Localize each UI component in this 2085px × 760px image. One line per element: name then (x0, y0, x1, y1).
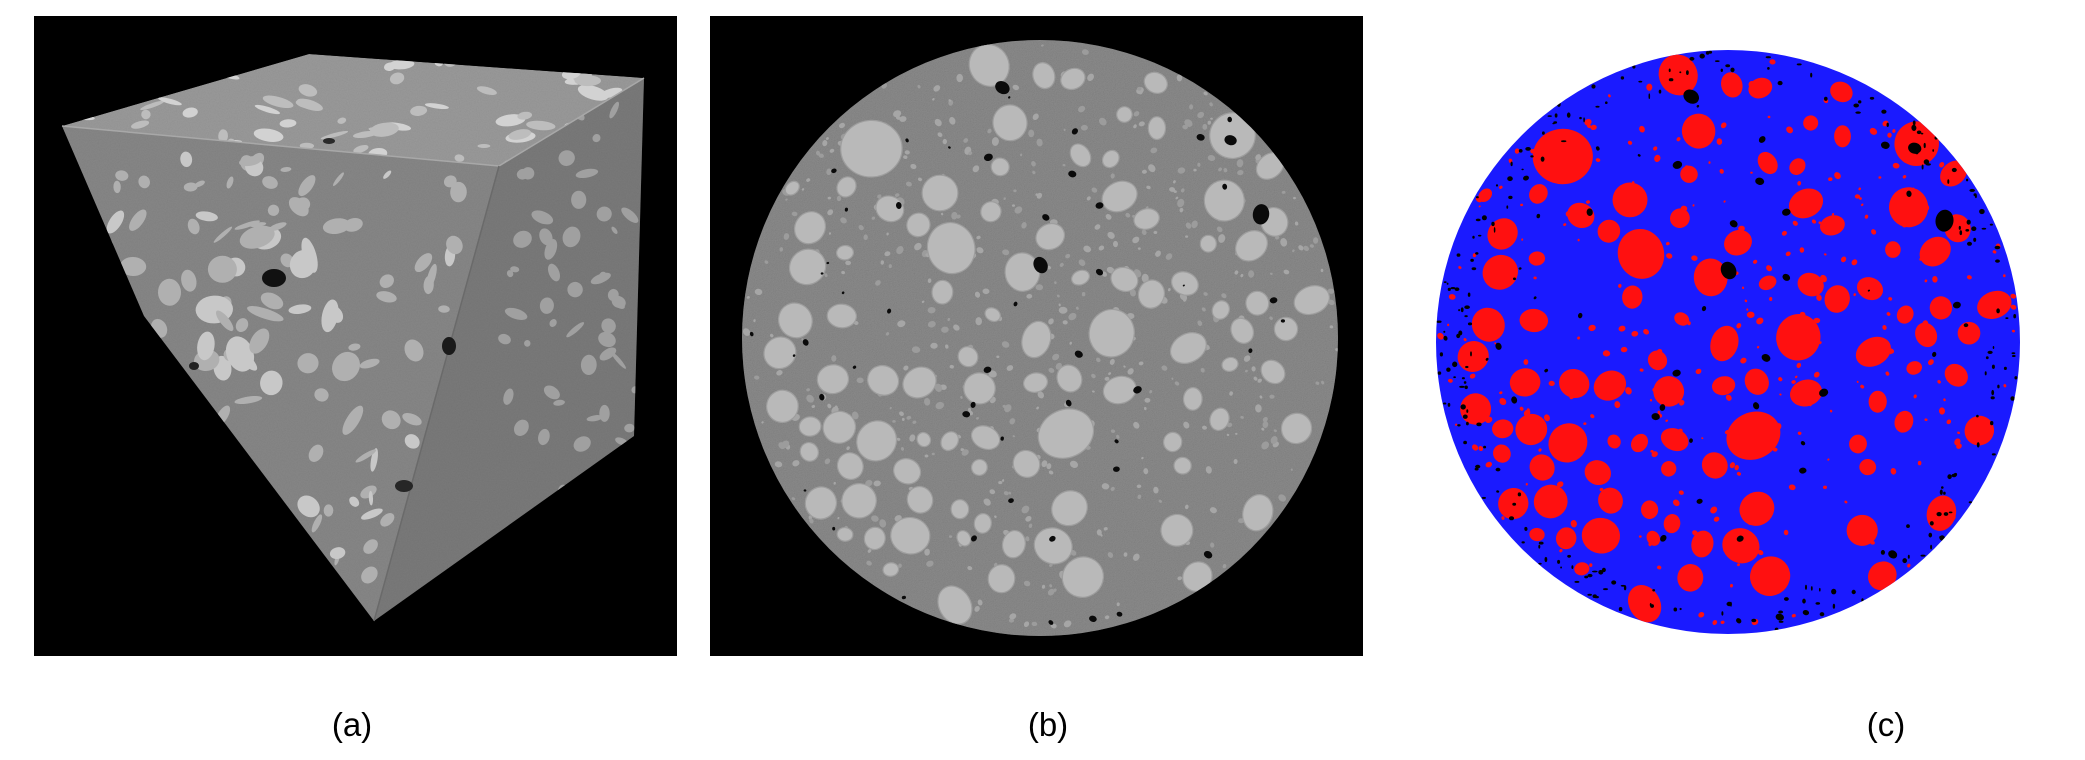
caption-c: (c) (1866, 706, 1906, 743)
fine-aggregate-grains (742, 44, 1338, 629)
segmented-pores (1436, 50, 2018, 632)
aggregate-particles (763, 43, 1331, 625)
caption-b: (b) (1027, 706, 1069, 743)
cube-left-face (62, 126, 499, 621)
ct-volume-cube-image (34, 16, 677, 656)
cube-pores (189, 138, 456, 492)
caption-a: (a) (331, 706, 373, 743)
segmented-aggregates (1457, 54, 2012, 623)
ct-slice-image (710, 16, 1363, 656)
panel-c-segmented (1420, 16, 2040, 656)
cube-edge-front (373, 165, 500, 622)
segmentation-image (1420, 16, 2040, 656)
panel-a-3d-volume (34, 16, 677, 656)
pores (749, 81, 1285, 625)
cube-right-face (374, 78, 644, 621)
panel-b-cross-section (710, 16, 1363, 656)
